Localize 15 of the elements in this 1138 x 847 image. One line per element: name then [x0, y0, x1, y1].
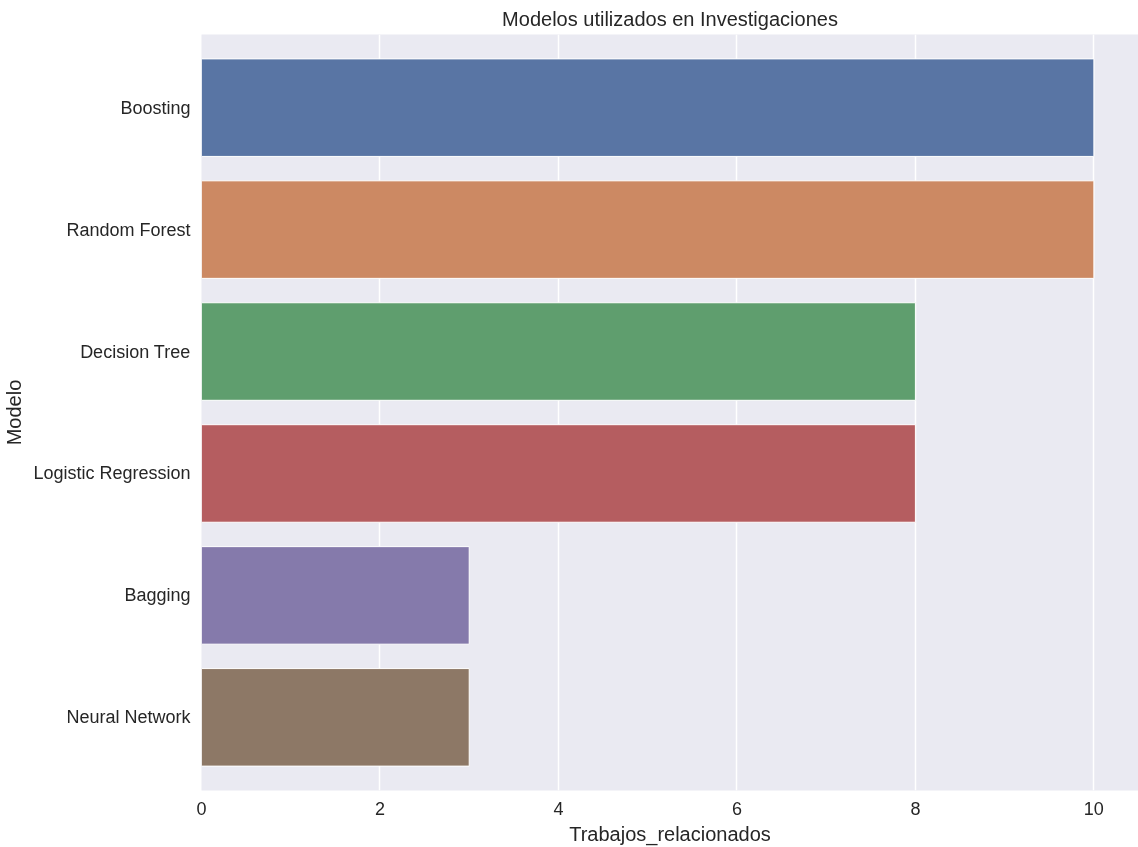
x-tick-label: 4	[553, 798, 564, 819]
x-tick-label: 8	[910, 798, 921, 819]
y-axis-title: Modelo	[3, 379, 26, 446]
x-axis-title: Trabajos_relacionados	[569, 822, 771, 846]
x-tick-label: 6	[731, 798, 742, 819]
y-tick-label: Logistic Regression	[33, 463, 191, 484]
y-tick-label: Bagging	[124, 585, 191, 606]
y-tick-label: Random Forest	[66, 219, 191, 240]
y-tick-label: Boosting	[120, 97, 191, 118]
y-tick-label: Decision Tree	[80, 341, 191, 362]
x-tick-label: 2	[374, 798, 385, 819]
y-tick-label: Neural Network	[66, 707, 192, 728]
x-tick-label: 0	[196, 798, 207, 819]
x-tick-label: 10	[1083, 798, 1104, 819]
chart-title: Modelos utilizados en Investigaciones	[502, 7, 838, 30]
